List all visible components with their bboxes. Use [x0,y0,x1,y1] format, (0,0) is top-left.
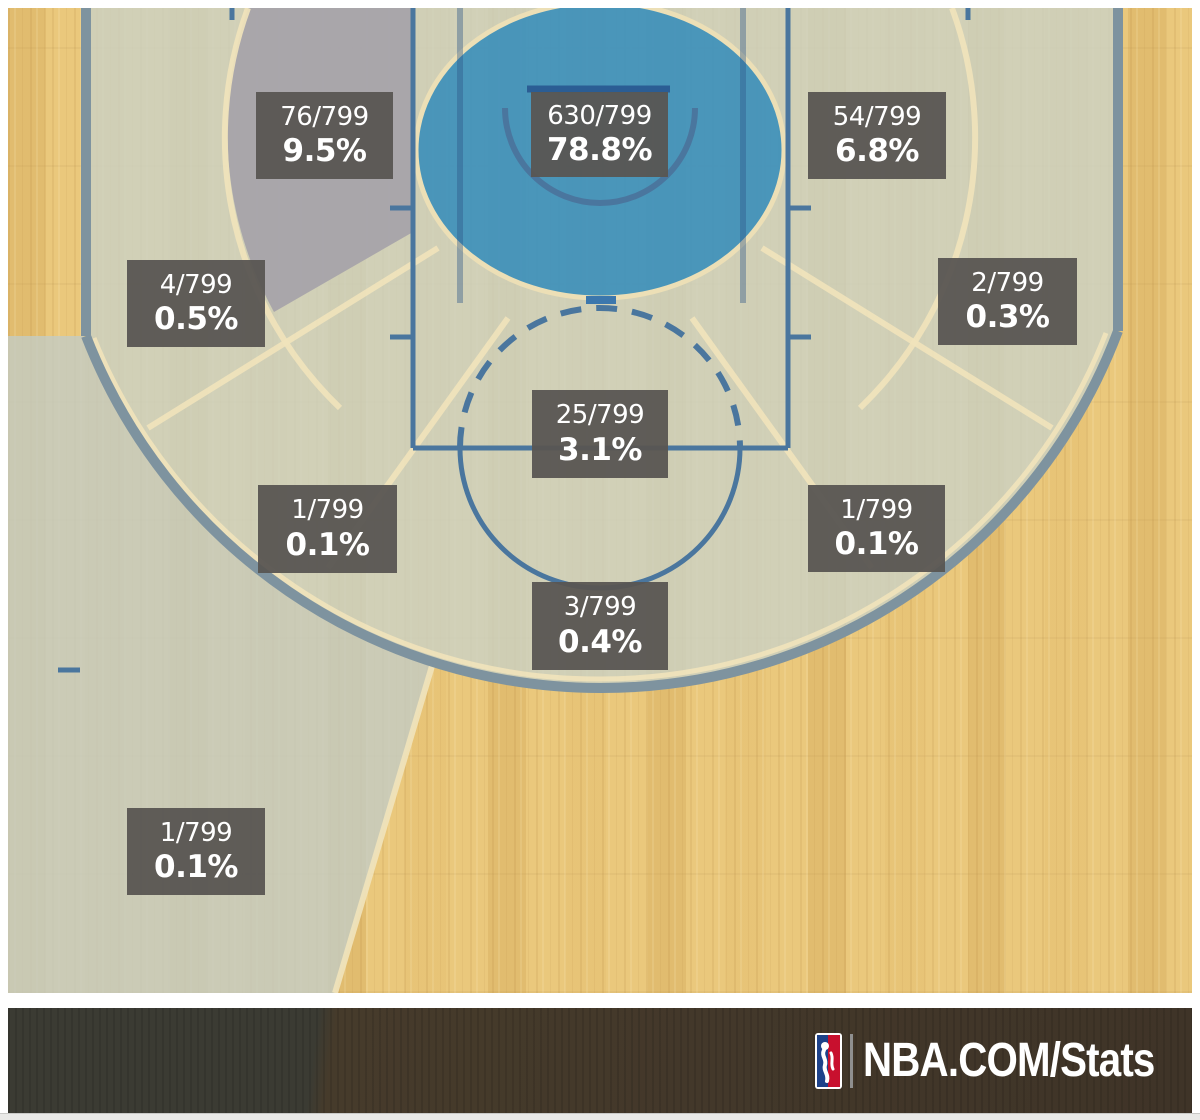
zone-frequency-pct: 0.5% [154,301,238,338]
stat-box-top-of-key: 3/799 0.4% [532,582,668,670]
zone-radial-upper-left [146,245,440,431]
zone-frequency-pct: 0.1% [834,526,919,563]
bottom-strip [0,1113,1200,1120]
zone-frequency-pct: 0.1% [154,849,238,886]
rim-marker [586,296,616,304]
zone-outside-left-tint [8,336,432,993]
zone-made-attempts: 54/799 [832,101,922,132]
zone-made-attempts: 2/799 [971,267,1044,298]
stat-box-right-elbow: 54/799 6.8% [808,92,946,179]
zone-arc-right [857,8,979,411]
brand-text: NBA.COM/Stats [863,1034,1155,1087]
zone-frequency-pct: 6.8% [835,133,919,170]
zone-made-attempts: 1/799 [159,817,233,848]
zone-frequency-pct: 0.1% [285,526,370,563]
zone-made-attempts: 3/799 [563,592,637,623]
zone-made-attempts: 4/799 [159,269,233,300]
zone-made-attempts: 1/799 [291,495,364,526]
stat-box-free-throw-paint: 25/799 3.1% [532,390,668,478]
three-point-arc [81,329,1123,694]
zone-arc-inner-three [91,332,1109,682]
zone-made-attempts: 1/799 [840,494,913,525]
zone-made-attempts: 630/799 [547,100,652,131]
brand-divider [850,1033,853,1088]
stat-box-left-corner-three: 1/799 0.1% [127,808,265,895]
footer-bar: NBA.COM/Stats [8,1008,1192,1113]
zone-arc-left [221,8,343,411]
stat-box-right-wing: 1/799 0.1% [808,485,945,572]
three-point-line [81,8,1123,694]
zone-frequency-pct: 78.8% [546,132,653,169]
stat-box-left-wing: 1/799 0.1% [258,485,397,573]
brand-row: NBA.COM/Stats [815,1008,1200,1113]
zone-frequency-pct: 0.4% [558,623,642,660]
zone-made-attempts: 76/799 [280,101,369,132]
zone-made-attempts: 25/799 [555,400,645,431]
stat-box-left-elbow: 76/799 9.5% [256,92,393,179]
zone-frequency-pct: 9.5% [282,133,367,170]
zone-radial-bottom-left [332,665,435,993]
restricted-area-arc [502,107,698,206]
zone-frequency-pct: 0.3% [965,299,1050,336]
inner-lane-lines [457,8,746,303]
free-throw-circle-top-dashed [457,305,743,449]
stat-box-right-baseline-midrange: 2/799 0.3% [938,258,1077,345]
nba-logo-icon [815,1032,842,1089]
stat-box-restricted-area: 630/799 78.8% [531,92,668,177]
stat-box-left-baseline-midrange: 4/799 0.5% [127,260,265,347]
zone-radial-upper-right [760,245,1054,431]
zone-frequency-pct: 3.1% [558,431,642,468]
